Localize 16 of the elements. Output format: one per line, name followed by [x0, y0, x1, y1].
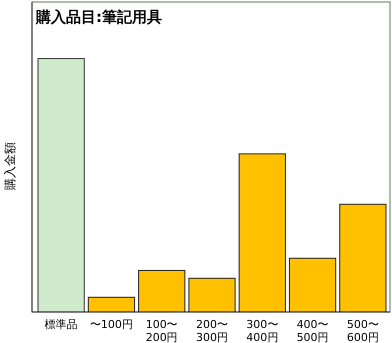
bar	[88, 296, 136, 312]
y-axis-title: 購入金額	[3, 142, 17, 190]
bar	[238, 153, 286, 312]
x-tick-label: 標準品	[44, 318, 78, 331]
bar	[188, 278, 236, 312]
bar	[38, 58, 85, 312]
bar	[339, 204, 386, 312]
x-tick-label: 400〜500円	[296, 318, 329, 343]
x-tick-label: 300〜400円	[246, 318, 278, 343]
x-tick-label: 100〜200円	[146, 318, 178, 343]
x-tick-label: 500〜600円	[346, 318, 379, 343]
x-tick-label: 200〜300円	[196, 318, 228, 343]
bar	[288, 258, 336, 312]
bar	[138, 270, 186, 312]
x-tick-label: 〜100円	[90, 318, 133, 331]
chart-title: 購入品目:筆記用具	[35, 8, 162, 26]
